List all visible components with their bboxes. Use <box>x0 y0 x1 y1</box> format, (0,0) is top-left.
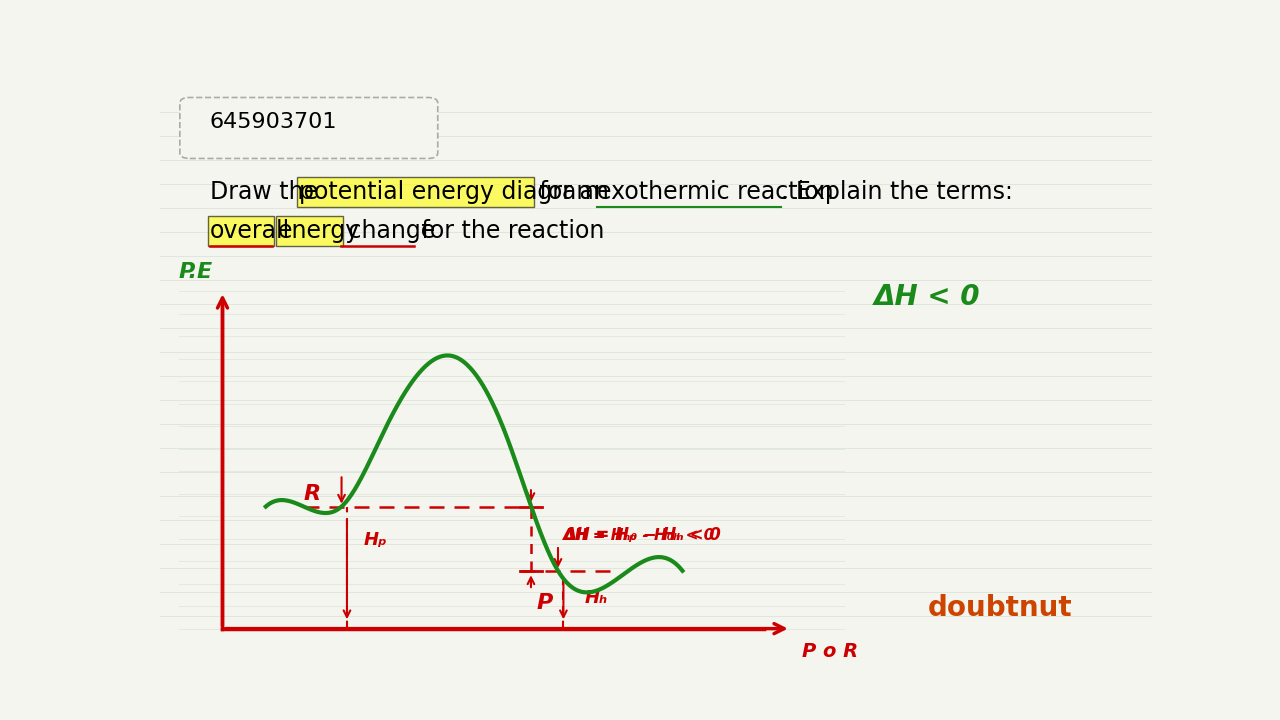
Text: for the reaction: for the reaction <box>415 219 604 243</box>
FancyBboxPatch shape <box>297 177 534 207</box>
Text: Hₕ: Hₕ <box>585 589 608 607</box>
Text: potential energy diagram: potential energy diagram <box>300 180 599 204</box>
Text: Hₚ: Hₚ <box>364 531 387 549</box>
Text: Draw the: Draw the <box>210 180 325 204</box>
FancyBboxPatch shape <box>179 97 438 158</box>
Text: ΔH = Hₚ − Hₕ < 0: ΔH = Hₚ − Hₕ < 0 <box>563 526 722 544</box>
Text: energy: energy <box>278 219 360 243</box>
Text: for an: for an <box>532 180 617 204</box>
Text: R: R <box>303 484 321 504</box>
Text: doubtnut: doubtnut <box>928 593 1073 621</box>
Text: 645903701: 645903701 <box>210 112 337 132</box>
Text: overall: overall <box>210 219 289 243</box>
Text: P: P <box>536 593 553 613</box>
Text: exothermic reaction: exothermic reaction <box>598 180 835 204</box>
Text: change: change <box>342 219 435 243</box>
Text: ΔH < 0: ΔH < 0 <box>874 283 980 311</box>
Text: . Explain the terms:: . Explain the terms: <box>781 180 1012 204</box>
FancyBboxPatch shape <box>207 215 274 246</box>
FancyBboxPatch shape <box>275 215 343 246</box>
Text: ΔH = Hₕ₀ - H₀ₕ < 0: ΔH = Hₕ₀ - H₀ₕ < 0 <box>563 528 714 543</box>
Text: P.E: P.E <box>178 261 212 282</box>
Text: P o R: P o R <box>801 642 858 661</box>
